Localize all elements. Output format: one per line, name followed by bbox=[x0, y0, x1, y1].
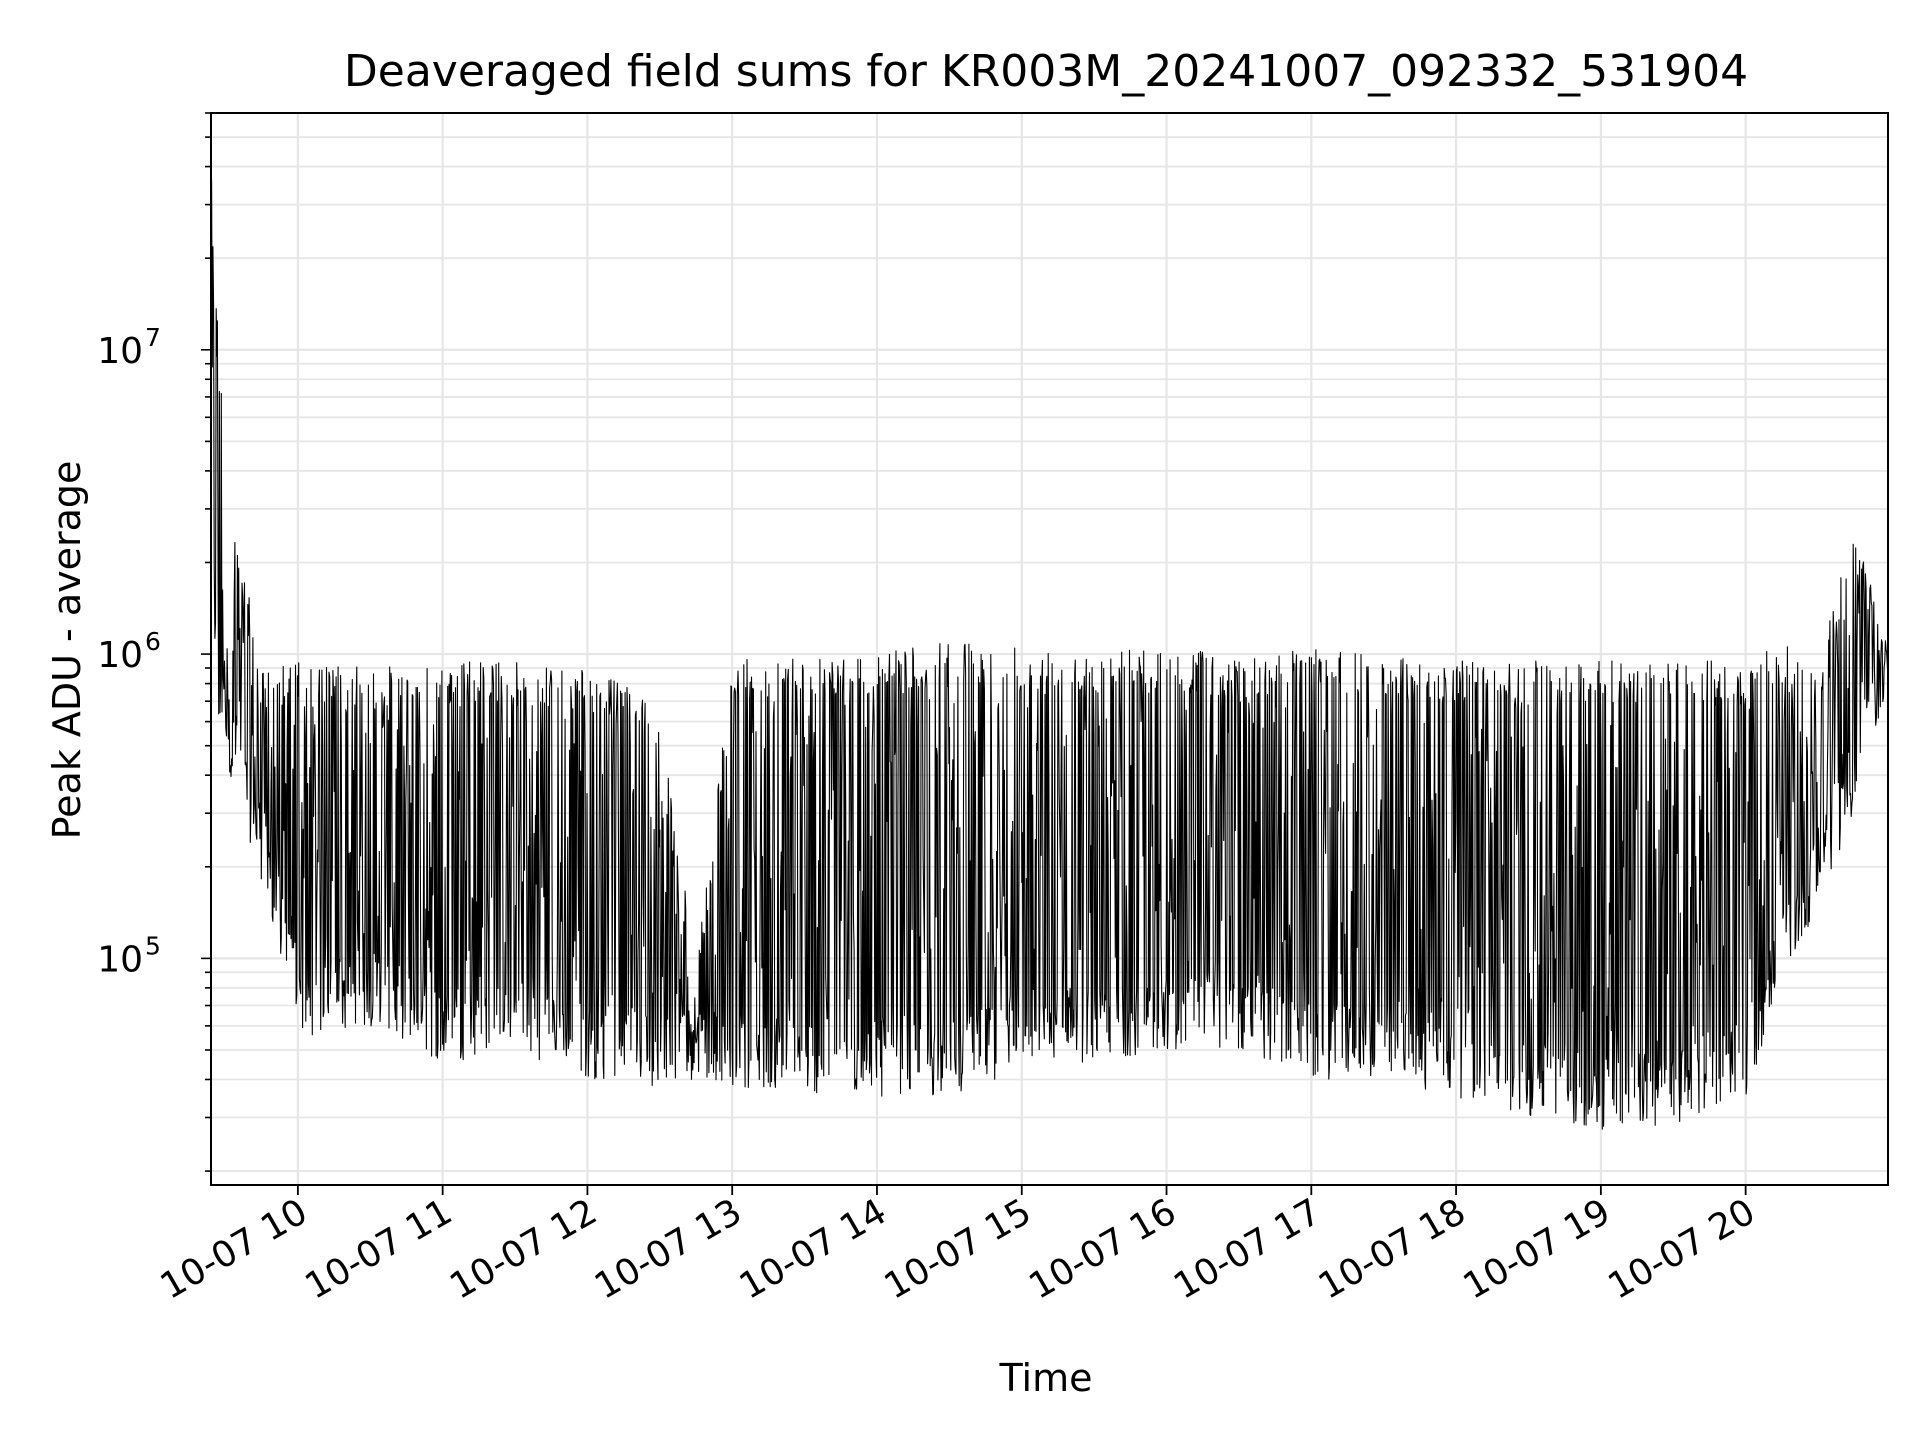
y-tick-exponent: 5 bbox=[145, 931, 161, 960]
y-axis-label: Peak ADU - average bbox=[45, 461, 89, 840]
y-tick-label: 10 bbox=[97, 939, 143, 980]
plot-area bbox=[210, 166, 1889, 1130]
x-axis-label: Time bbox=[999, 1356, 1093, 1400]
y-tick-label: 10 bbox=[97, 635, 143, 676]
y-tick-exponent: 6 bbox=[145, 627, 161, 656]
series-line bbox=[210, 166, 1889, 1130]
y-tick-label: 10 bbox=[97, 331, 143, 372]
chart-title: Deaveraged field sums for KR003M_2024100… bbox=[344, 46, 1748, 97]
axes-frame bbox=[210, 112, 1889, 1186]
y-tick-exponent: 7 bbox=[145, 323, 161, 352]
